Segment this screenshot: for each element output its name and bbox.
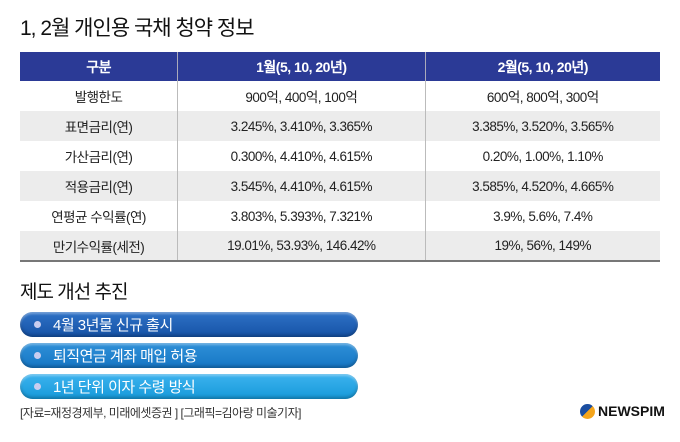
bullet-icon [34, 352, 41, 359]
section-title: 제도 개선 추진 [20, 282, 128, 303]
january-value: 0.300%, 4.410%, 4.615% [177, 141, 426, 171]
source-credit: [자료=재정경제부, 미래에셋증권 ] [그래픽=김아랑 미술기자] [20, 406, 301, 420]
bullet-icon [34, 321, 41, 328]
table-row: 연평균 수익률(연) 3.803%, 5.393%, 7.321% 3.9%, 5.… [20, 201, 660, 231]
bullet-icon [34, 383, 41, 390]
table-row: 적용금리(연) 3.545%, 4.410%, 4.615% 3.585%, 4.5… [20, 171, 660, 201]
february-value: 600억, 800억, 300억 [424, 81, 660, 111]
table-row: 만기수익률(세전) 19.01%, 53.93%, 146.42% 19%, 56%… [20, 231, 660, 262]
january-value: 3.803%, 5.393%, 7.321% [177, 201, 426, 231]
reform-item-label: 퇴직연금 계좌 매입 허용 [53, 348, 198, 365]
february-value: 19%, 56%, 149% [424, 231, 660, 262]
table-row: 발행한도 900억, 400억, 100억 600억, 800억, 300억 [20, 81, 660, 111]
row-label: 적용금리(연) [20, 171, 178, 201]
january-value: 19.01%, 53.93%, 146.42% [177, 231, 426, 262]
header-february: 2월(5, 10, 20년) [424, 52, 660, 81]
newspim-logo: NEWSPIM [580, 403, 665, 419]
logo-icon [580, 403, 595, 419]
february-value: 3.9%, 5.6%, 7.4% [424, 201, 660, 231]
page-title: 1, 2월 개인용 국채 청약 정보 [20, 17, 255, 40]
table-header-row: 구분 1월(5, 10, 20년) 2월(5, 10, 20년) [20, 52, 660, 81]
table-row: 가산금리(연) 0.300%, 4.410%, 4.615% 0.20%, 1.00… [20, 141, 660, 171]
row-label: 발행한도 [74, 90, 123, 105]
reform-item: 4월 3년물 신규 출시 [20, 312, 358, 337]
reform-item-label: 1년 단위 이자 수령 방식 [53, 379, 196, 396]
logo-text: NEWSPIM [598, 403, 665, 419]
february-value: 3.585%, 4.520%, 4.665% [424, 171, 660, 201]
january-value: 3.545%, 4.410%, 4.615% [177, 171, 426, 201]
january-value: 900억, 400억, 100억 [177, 81, 426, 111]
reform-item: 1년 단위 이자 수령 방식 [20, 374, 358, 399]
row-label: 표면금리(연) [20, 111, 178, 141]
february-value: 0.20%, 1.00%, 1.10% [424, 141, 660, 171]
bond-info-table: 구분 1월(5, 10, 20년) 2월(5, 10, 20년) 발행한도 900… [20, 52, 660, 262]
table-row: 표면금리(연) 3.245%, 3.410%, 3.365% 3.385%, 3.5… [20, 111, 660, 141]
row-label: 만기수익률(세전) [20, 231, 178, 262]
february-value: 3.385%, 3.520%, 3.565% [424, 111, 660, 141]
january-value: 3.245%, 3.410%, 3.365% [177, 111, 426, 141]
header-january: 1월(5, 10, 20년) [177, 52, 426, 81]
header-category: 구분 [20, 52, 178, 81]
row-label: 연평균 수익률(연) [51, 210, 146, 225]
reform-item: 퇴직연금 계좌 매입 허용 [20, 343, 358, 368]
reform-item-label: 4월 3년물 신규 출시 [53, 317, 173, 334]
row-label: 가산금리(연) [64, 150, 133, 165]
